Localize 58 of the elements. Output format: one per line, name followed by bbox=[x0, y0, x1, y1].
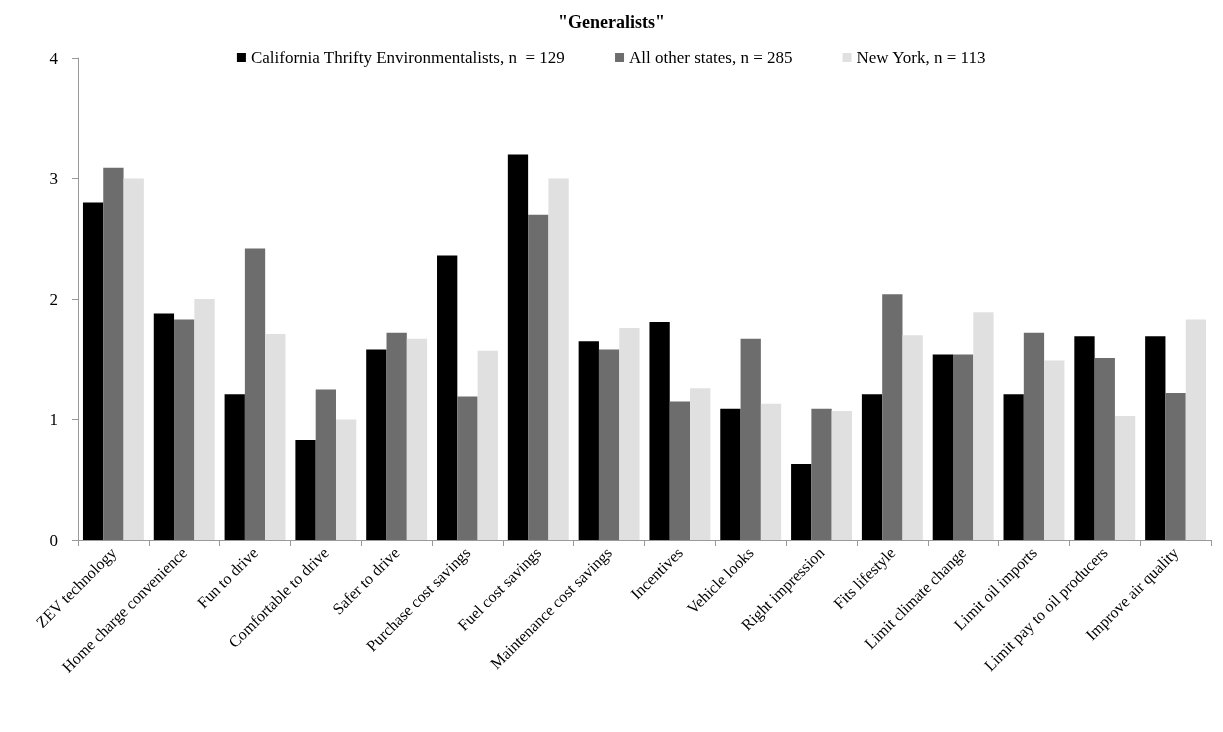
bar bbox=[1044, 360, 1065, 540]
bar bbox=[932, 354, 954, 540]
bar bbox=[174, 319, 195, 540]
chart-title: "Generalists" bbox=[558, 12, 665, 32]
bar bbox=[882, 294, 903, 540]
bar bbox=[244, 248, 266, 540]
bar bbox=[669, 401, 691, 540]
bar bbox=[1074, 336, 1095, 540]
bar bbox=[720, 408, 741, 540]
bar bbox=[811, 408, 832, 540]
bar bbox=[386, 332, 407, 540]
bar bbox=[153, 313, 175, 540]
bar bbox=[831, 411, 852, 540]
bar bbox=[791, 464, 812, 540]
y-tick-label: 2 bbox=[49, 289, 58, 309]
bar bbox=[973, 312, 994, 540]
bar bbox=[1114, 415, 1136, 540]
bar bbox=[366, 349, 387, 540]
bar bbox=[740, 338, 761, 540]
bar bbox=[619, 327, 640, 540]
bar bbox=[457, 396, 478, 540]
bar bbox=[528, 214, 549, 540]
legend-label: New York, n = 113 bbox=[856, 48, 986, 67]
x-tick-label: Fun to drive bbox=[193, 543, 262, 612]
bar bbox=[1003, 394, 1024, 540]
bar bbox=[224, 394, 245, 540]
bar bbox=[953, 354, 974, 540]
legend-label: All other states, n = 285 bbox=[629, 48, 793, 67]
bar bbox=[103, 167, 124, 540]
y-tick-label: 1 bbox=[49, 410, 58, 429]
legend-label: California Thrifty Environmentalists, n = 129 bbox=[250, 48, 565, 67]
bar bbox=[123, 178, 144, 540]
bar bbox=[437, 255, 458, 540]
bar bbox=[548, 178, 569, 540]
bar bbox=[295, 439, 316, 540]
bar bbox=[1023, 332, 1045, 540]
bar bbox=[406, 338, 428, 540]
y-tick-label: 4 bbox=[49, 48, 59, 68]
bar bbox=[598, 349, 620, 540]
bar bbox=[335, 419, 357, 540]
y-tick-label: 0 bbox=[49, 530, 58, 550]
bar bbox=[1145, 336, 1166, 540]
bar bbox=[82, 202, 104, 540]
y-tick-label: 3 bbox=[49, 169, 58, 188]
bar bbox=[1165, 392, 1186, 540]
bar bbox=[507, 154, 529, 540]
bar bbox=[649, 321, 670, 540]
bar bbox=[1094, 358, 1115, 540]
bar bbox=[760, 403, 782, 540]
bar bbox=[1185, 319, 1207, 540]
bar bbox=[578, 341, 599, 540]
bar bbox=[861, 394, 883, 540]
bar bbox=[477, 350, 498, 540]
bar bbox=[265, 333, 286, 540]
bar bbox=[194, 299, 215, 540]
bar bbox=[315, 389, 336, 540]
bar bbox=[690, 388, 711, 540]
bar bbox=[902, 335, 923, 540]
